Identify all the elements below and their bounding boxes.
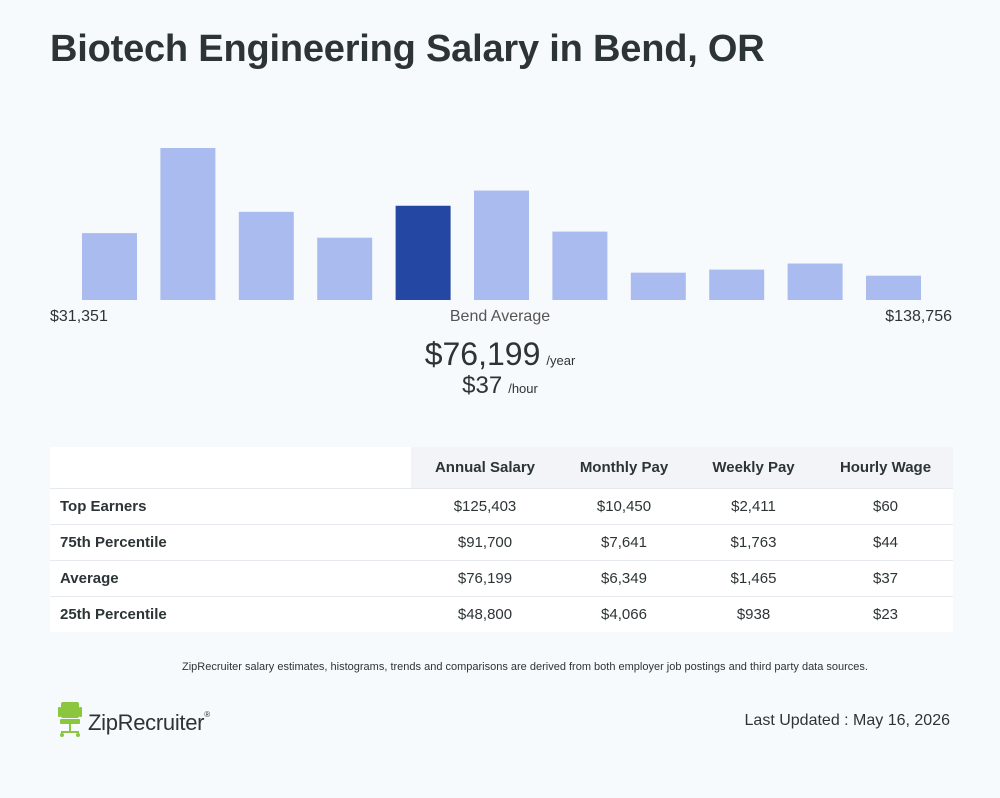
average-hourly: $37/hour xyxy=(0,372,1000,400)
row-annual: $48,800 xyxy=(457,606,513,623)
header-annual: Annual Salary xyxy=(411,447,559,488)
row-annual: $125,403 xyxy=(453,498,517,515)
average-yearly-value: $76,199 xyxy=(424,336,541,372)
salary-histogram xyxy=(0,0,1000,300)
range-min-label: $31,351 xyxy=(50,308,108,325)
page-title: Biotech Engineering Salary in Bend, OR xyxy=(50,28,765,70)
histogram-bar xyxy=(317,237,373,300)
range-max-label: $138,756 xyxy=(885,308,952,325)
histogram-bar xyxy=(238,211,294,300)
average-yearly: $76,199/year xyxy=(0,336,1000,373)
row-label: Average xyxy=(60,570,119,587)
logo-text: ZipRecruiter® xyxy=(88,709,210,735)
row-weekly: $1,763 xyxy=(730,534,777,551)
row-monthly: $6,349 xyxy=(601,570,647,587)
histogram-svg xyxy=(82,148,921,300)
row-label: Top Earners xyxy=(60,498,147,515)
table-row: Top Earners $125,403 $10,450 $2,411 $60 xyxy=(50,488,953,524)
table-row: Average $76,199 $6,349 $1,465 $37 xyxy=(50,560,953,596)
histogram-bar xyxy=(552,231,608,300)
histogram-bar-average xyxy=(395,205,451,300)
row-weekly: $1,465 xyxy=(730,570,777,587)
header-weekly: Weekly Pay xyxy=(689,447,818,488)
histogram-bar xyxy=(866,275,921,300)
table-header-row: Annual Salary Monthly Pay Weekly Pay Hou… xyxy=(50,447,953,488)
chair-icon xyxy=(58,702,82,743)
row-hourly: $23 xyxy=(872,606,899,623)
header-hourly: Hourly Wage xyxy=(818,447,953,488)
row-monthly: $4,066 xyxy=(601,606,647,623)
average-hourly-value: $37 xyxy=(462,372,503,399)
histogram-bar xyxy=(709,269,765,300)
row-label: 75th Percentile xyxy=(60,534,167,551)
row-hourly: $60 xyxy=(872,498,899,515)
salary-table: Annual Salary Monthly Pay Weekly Pay Hou… xyxy=(50,447,953,632)
row-annual: $91,700 xyxy=(457,534,513,551)
histogram-bar xyxy=(160,148,216,300)
histogram-bar xyxy=(474,190,529,300)
table-row: 75th Percentile $91,700 $7,641 $1,763 $4… xyxy=(50,524,953,560)
row-label: 25th Percentile xyxy=(60,606,167,623)
row-monthly: $7,641 xyxy=(601,534,647,551)
average-label: Bend Average xyxy=(449,308,551,325)
row-weekly: $938 xyxy=(736,606,771,623)
data-source-note: ZipRecruiter salary estimates, histogram… xyxy=(182,661,868,673)
histogram-bar xyxy=(82,233,137,300)
hourly-unit: /hour xyxy=(508,381,538,396)
row-monthly: $10,450 xyxy=(596,498,652,515)
row-weekly: $2,411 xyxy=(731,498,776,515)
histogram-bar xyxy=(787,263,843,300)
table-row: 25th Percentile $48,800 $4,066 $938 $23 xyxy=(50,596,953,632)
header-monthly: Monthly Pay xyxy=(559,447,689,488)
header-blank xyxy=(50,447,411,488)
last-updated: Last Updated : May 16, 2026 xyxy=(744,712,950,729)
yearly-unit: /year xyxy=(546,353,576,368)
row-annual: $76,199 xyxy=(457,570,513,587)
row-hourly: $44 xyxy=(872,534,899,551)
ziprecruiter-logo[interactable]: ZipRecruiter® xyxy=(58,702,210,743)
histogram-bar xyxy=(630,272,686,300)
row-hourly: $37 xyxy=(872,570,899,587)
